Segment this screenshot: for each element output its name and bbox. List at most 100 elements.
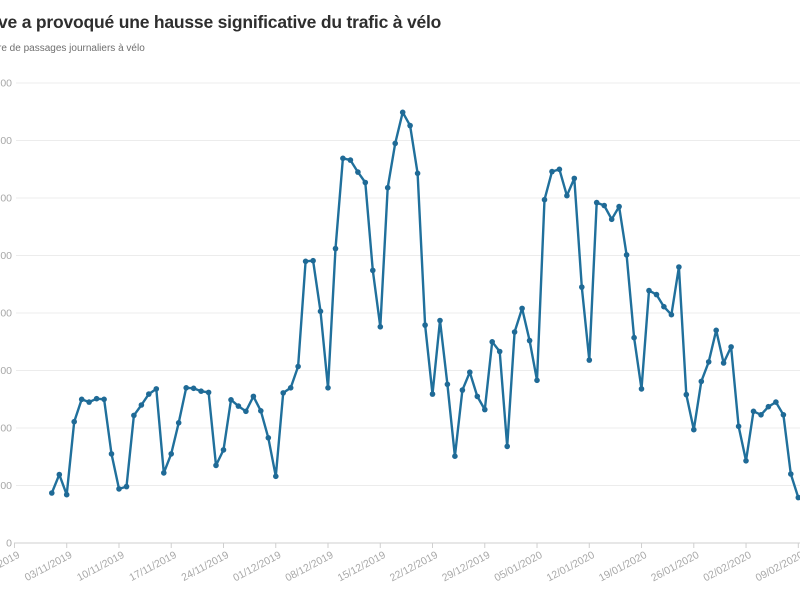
data-point[interactable] (758, 412, 764, 418)
data-point[interactable] (549, 168, 555, 175)
data-point[interactable] (720, 360, 727, 366)
data-point[interactable] (332, 245, 339, 252)
data-point[interactable] (310, 257, 316, 264)
data-point[interactable] (86, 399, 92, 405)
data-point[interactable] (661, 303, 667, 310)
data-point[interactable] (653, 291, 660, 298)
data-point[interactable] (258, 408, 264, 414)
data-point[interactable] (93, 395, 100, 402)
data-point[interactable] (220, 447, 227, 453)
data-point[interactable] (250, 393, 257, 400)
data-point[interactable] (489, 339, 496, 345)
data-point[interactable] (302, 258, 309, 265)
data-point[interactable] (668, 311, 675, 318)
data-point[interactable] (56, 471, 63, 478)
data-point[interactable] (49, 490, 55, 496)
data-point[interactable] (728, 344, 734, 350)
data-point[interactable] (399, 109, 406, 116)
data-point[interactable] (496, 348, 503, 355)
data-point[interactable] (153, 386, 160, 392)
data-point[interactable] (317, 308, 324, 315)
data-point[interactable] (325, 385, 331, 391)
data-point[interactable] (452, 453, 458, 460)
data-point[interactable] (280, 390, 287, 396)
data-point[interactable] (161, 470, 167, 476)
data-point[interactable] (287, 385, 294, 391)
data-point[interactable] (691, 426, 697, 433)
data-point[interactable] (175, 420, 182, 426)
data-point[interactable] (138, 402, 145, 408)
data-point[interactable] (601, 202, 607, 209)
data-point[interactable] (459, 387, 466, 393)
data-point[interactable] (482, 406, 488, 413)
data-point[interactable] (765, 403, 772, 410)
data-point[interactable] (429, 391, 436, 397)
data-point[interactable] (168, 451, 174, 457)
data-point[interactable] (631, 334, 637, 341)
data-point[interactable] (586, 357, 593, 363)
data-point[interactable] (377, 324, 384, 330)
data-point[interactable] (295, 363, 301, 370)
data-point[interactable] (392, 140, 399, 147)
data-point[interactable] (504, 443, 511, 450)
data-point[interactable] (541, 196, 548, 203)
data-point[interactable] (534, 377, 540, 384)
data-point[interactable] (146, 391, 152, 397)
data-point[interactable] (773, 399, 779, 405)
data-point[interactable] (683, 391, 690, 398)
data-point[interactable] (511, 329, 518, 335)
data-point[interactable] (593, 199, 600, 206)
data-point[interactable] (467, 369, 473, 376)
data-point[interactable] (183, 385, 189, 391)
data-point[interactable] (123, 483, 130, 490)
data-point[interactable] (437, 317, 443, 324)
data-point[interactable] (407, 122, 413, 129)
data-point[interactable] (564, 192, 570, 199)
data-point[interactable] (213, 462, 219, 469)
data-point[interactable] (616, 203, 622, 210)
data-point[interactable] (713, 327, 719, 334)
data-point[interactable] (422, 322, 428, 328)
data-point[interactable] (362, 179, 369, 186)
data-point[interactable] (795, 494, 800, 501)
data-point[interactable] (370, 267, 376, 274)
data-point[interactable] (71, 418, 77, 425)
data-point[interactable] (780, 412, 787, 418)
data-point[interactable] (743, 458, 749, 464)
data-point[interactable] (735, 423, 742, 430)
data-point[interactable] (228, 397, 234, 403)
data-point[interactable] (101, 396, 107, 403)
data-point[interactable] (384, 184, 391, 191)
data-point[interactable] (698, 378, 705, 385)
data-point[interactable] (108, 451, 115, 457)
data-point[interactable] (676, 264, 682, 270)
data-point[interactable] (444, 381, 451, 388)
data-point[interactable] (205, 389, 212, 396)
data-point[interactable] (571, 175, 578, 182)
data-point[interactable] (340, 155, 346, 162)
data-point[interactable] (474, 393, 481, 400)
data-point[interactable] (198, 388, 204, 395)
data-point[interactable] (579, 284, 585, 290)
data-point[interactable] (131, 412, 137, 419)
data-point[interactable] (347, 157, 354, 163)
data-point[interactable] (623, 252, 630, 258)
data-point[interactable] (638, 386, 645, 392)
data-point[interactable] (608, 216, 615, 223)
data-point[interactable] (519, 305, 525, 312)
data-point[interactable] (116, 486, 122, 492)
data-point[interactable] (705, 359, 712, 365)
data-point[interactable] (235, 403, 242, 409)
data-point[interactable] (556, 166, 563, 173)
data-point[interactable] (355, 169, 361, 175)
data-point[interactable] (414, 170, 421, 177)
data-point[interactable] (526, 337, 533, 344)
data-point[interactable] (646, 287, 652, 294)
data-point[interactable] (63, 491, 70, 498)
data-point[interactable] (190, 385, 197, 392)
data-point[interactable] (243, 408, 249, 415)
data-point[interactable] (788, 471, 794, 477)
data-point[interactable] (273, 473, 279, 480)
data-point[interactable] (78, 396, 85, 403)
data-point[interactable] (265, 435, 272, 441)
